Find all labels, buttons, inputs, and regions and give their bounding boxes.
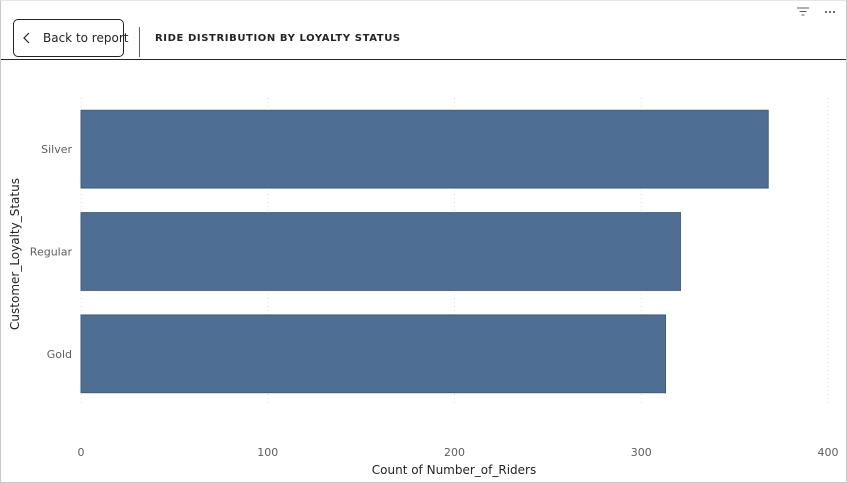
header-divider — [139, 27, 140, 57]
x-tick-label: 200 — [444, 446, 465, 459]
y-category-label: Silver — [41, 143, 72, 156]
back-to-report-button[interactable]: Back to report — [13, 19, 128, 57]
page-title: RIDE DISTRIBUTION BY LOYALTY STATUS — [155, 33, 401, 44]
visual-header: Back to report RIDE DISTRIBUTION BY LOYA… — [1, 1, 846, 60]
bar-regular[interactable] — [80, 212, 681, 291]
chevron-left-icon — [23, 32, 30, 44]
x-tick-labels: 0 100 200 300 400 — [78, 446, 839, 459]
y-axis-title: Customer_Loyalty_Status — [8, 178, 22, 330]
y-category-label: Regular — [30, 246, 73, 259]
back-to-report-label: Back to report — [43, 31, 129, 45]
x-tick-label: 300 — [631, 446, 652, 459]
bars — [80, 109, 769, 394]
bar-chart: Silver Regular Gold 0 100 200 300 400 Count of… — [8, 98, 839, 477]
bar-gold[interactable] — [80, 314, 667, 394]
y-category-labels: Silver Regular Gold — [30, 143, 73, 361]
x-axis-title: Count of Number_of_Riders — [372, 463, 536, 477]
x-tick-label: 0 — [78, 446, 85, 459]
more-options-icon[interactable] — [821, 3, 839, 19]
x-tick-label: 400 — [818, 446, 839, 459]
y-category-label: Gold — [47, 348, 72, 361]
bar-silver[interactable] — [80, 109, 769, 189]
filter-icon[interactable] — [794, 3, 812, 19]
x-tick-label: 100 — [257, 446, 278, 459]
